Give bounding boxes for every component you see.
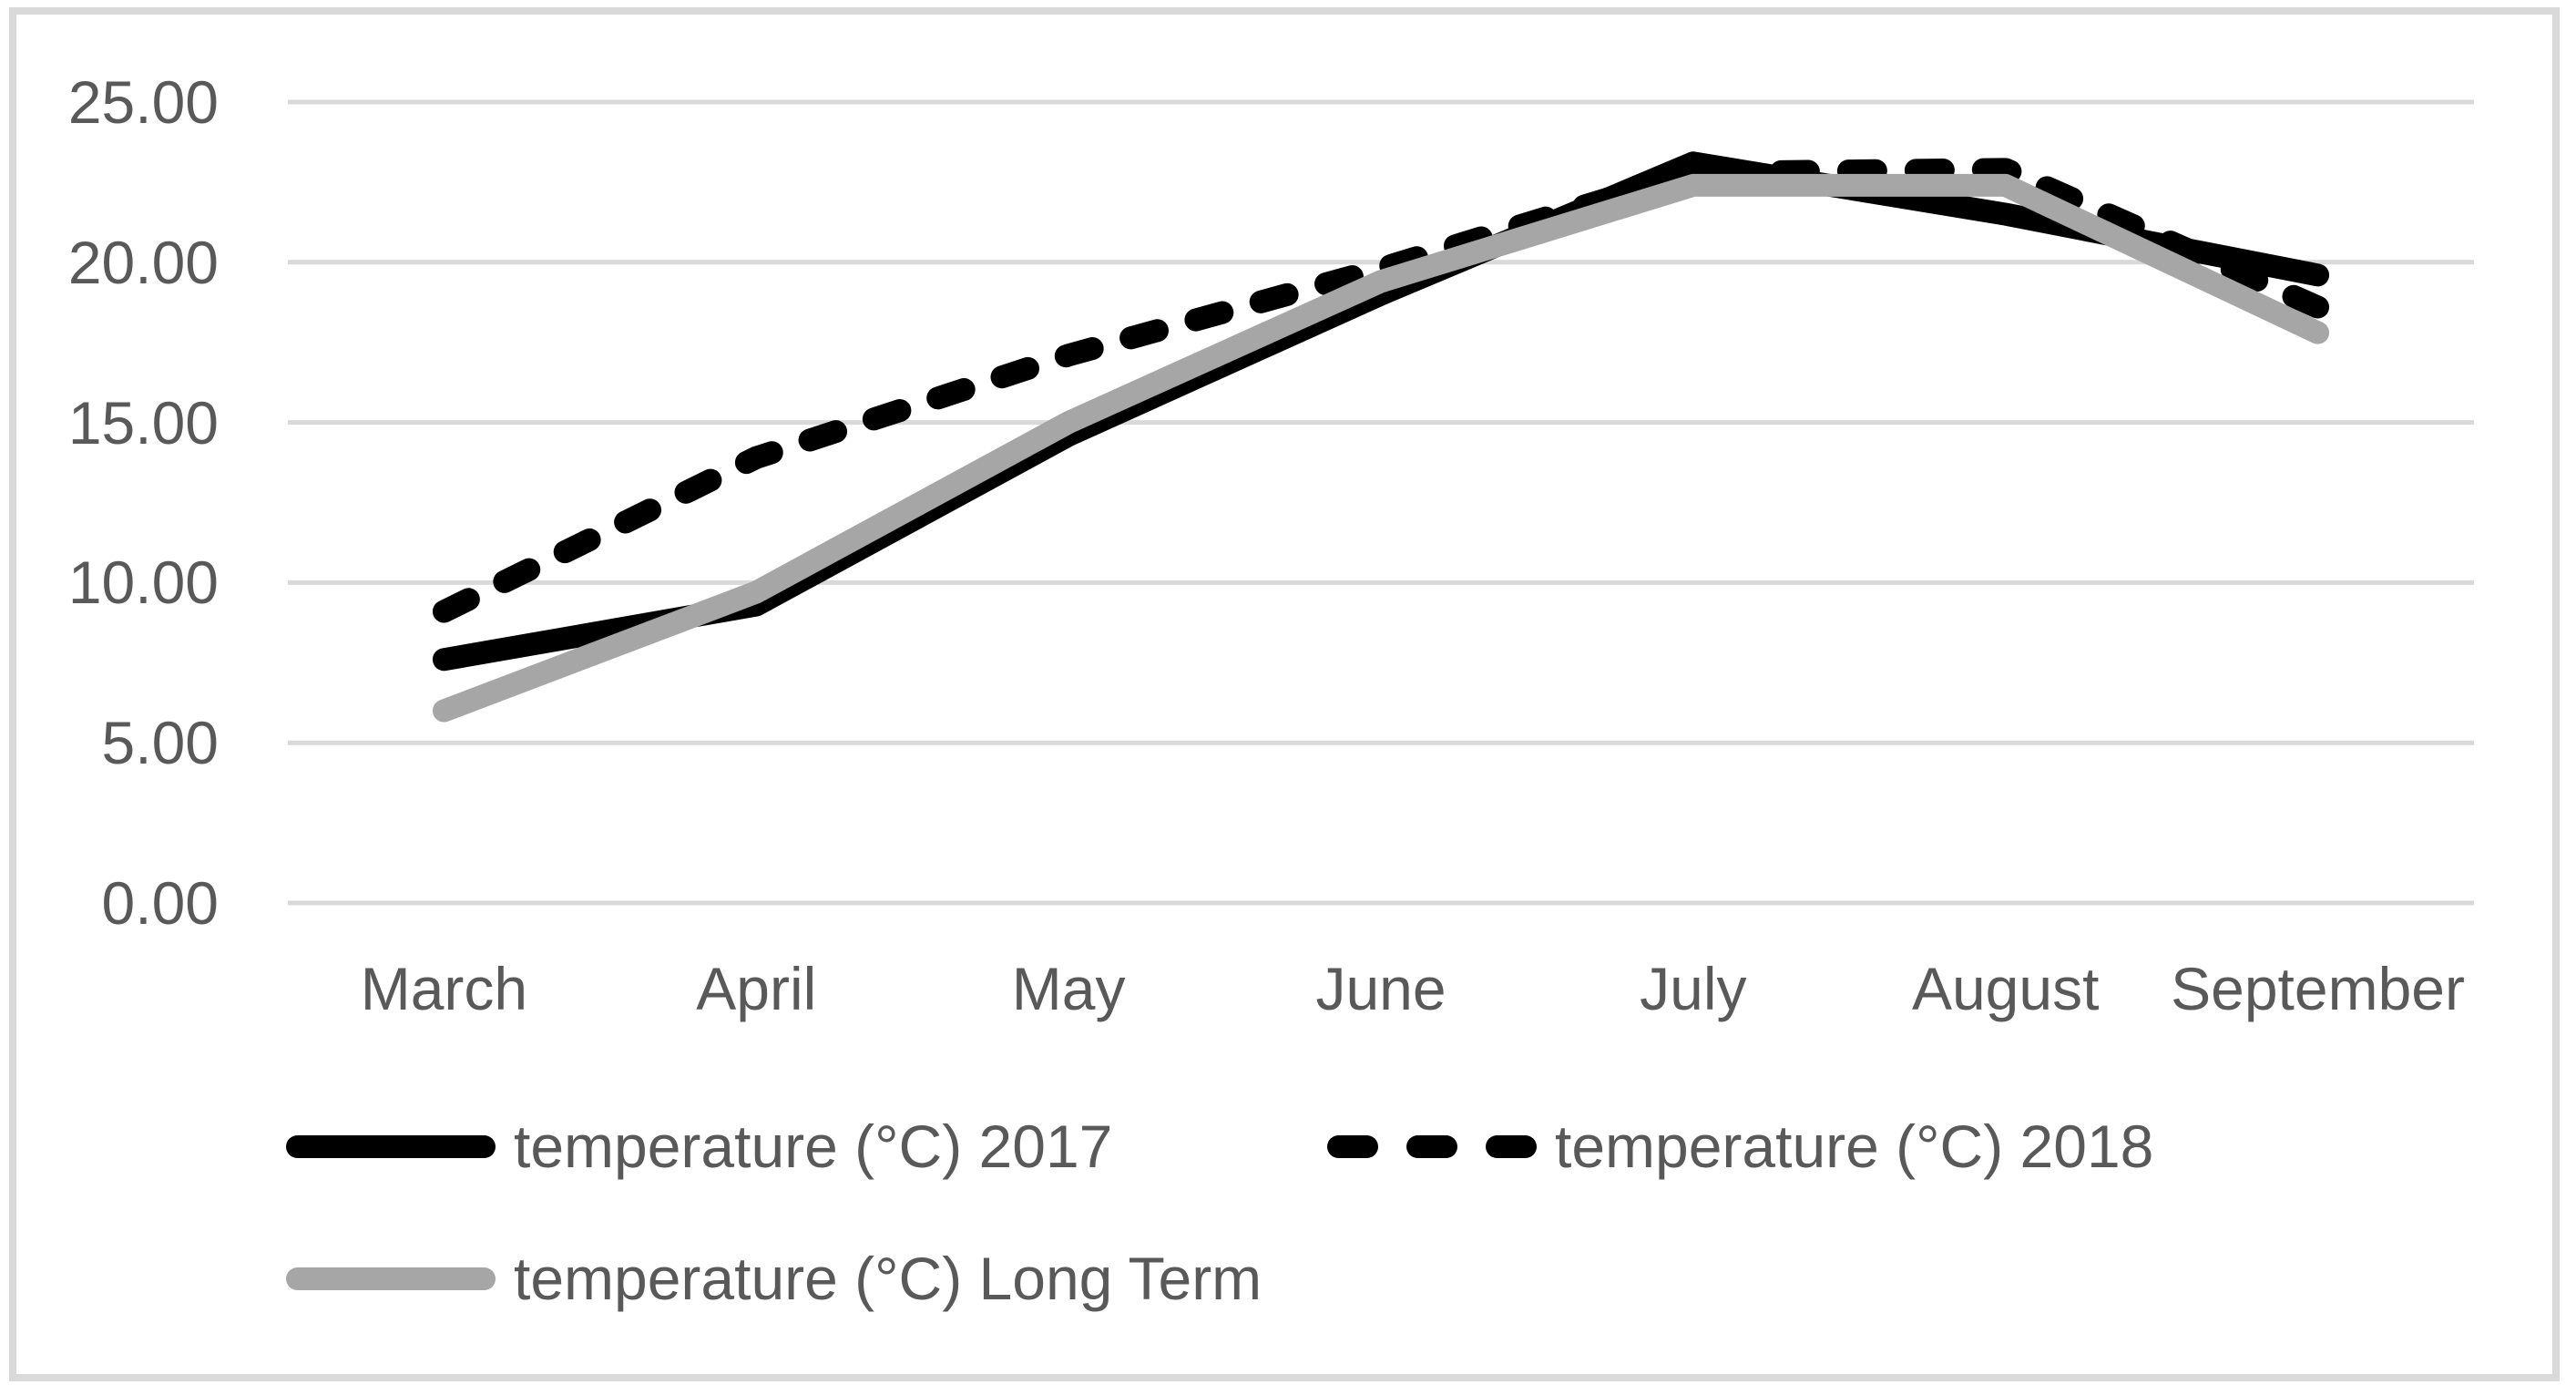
dash-segment [1486,1135,1537,1158]
legend-solid-line-swatch [286,1267,496,1290]
y-tick-label: 20.00 [67,228,219,296]
legend-label: temperature (°C) Long Term [514,1245,1262,1312]
y-tick-label: 25.00 [67,68,219,136]
series-line-1 [432,151,2330,672]
x-category-label: June [1315,955,1446,1022]
legend-solid-line-swatch [286,1135,496,1158]
y-tick-label: 15.00 [67,388,219,456]
x-category-label: August [1911,955,2100,1022]
y-tick-label: 0.00 [101,869,219,937]
legend-dashed-line-swatch [1327,1135,1537,1158]
dash-segment [1327,1135,1378,1158]
series-line-3 [432,173,2330,723]
x-category-label: July [1640,955,1747,1022]
dash-segment [1406,1135,1457,1158]
x-category-label: March [360,955,528,1022]
y-tick-label: 10.00 [67,549,219,617]
x-category-label: May [1011,955,1126,1022]
x-category-label: September [2171,955,2465,1022]
legend-label: temperature (°C) 2017 [514,1113,1113,1180]
legend-label: temperature (°C) 2018 [1555,1113,2154,1180]
series-line-2 [432,158,2330,623]
x-category-label: April [696,955,817,1022]
y-tick-label: 5.00 [101,709,219,777]
